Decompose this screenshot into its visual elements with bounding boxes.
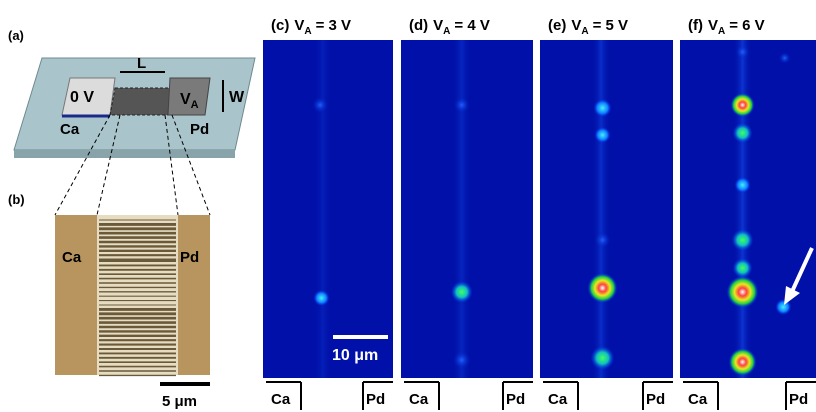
var: V [294, 17, 304, 34]
stripes [99, 219, 176, 377]
emission-spot [775, 299, 792, 315]
metal-label: Ca [62, 249, 82, 266]
panel-label: (a) [8, 28, 24, 43]
electrode-label: Pd [366, 391, 385, 408]
emission-spot [593, 99, 612, 117]
panel-label: (f) [688, 17, 703, 34]
emission-streak [732, 40, 753, 378]
emission-spot [730, 93, 755, 117]
metal-label: Pd [190, 121, 209, 138]
voltage: = 6 V [729, 17, 764, 34]
emission-streak [591, 40, 612, 378]
electrode-label: Pd [646, 391, 665, 408]
electrode-label: Ca [548, 391, 568, 408]
electrode-label: Ca [688, 391, 708, 408]
scale-label: 5 μm [162, 393, 197, 410]
emission-spot [452, 351, 471, 369]
substrate-edge [14, 150, 235, 158]
length-label: L [137, 55, 146, 72]
voltage: = 4 V [454, 17, 489, 34]
panel-label: (b) [8, 192, 25, 207]
emission-streak [312, 40, 333, 378]
electrode-label: Pd [789, 391, 808, 408]
sub: A [443, 26, 450, 37]
electrode-label: Pd [506, 391, 525, 408]
emission-spot [778, 52, 791, 64]
voltage: = 3 V [316, 17, 351, 34]
arrow [788, 247, 814, 297]
emission-spot [731, 229, 754, 251]
emission-spot [732, 123, 753, 143]
panel-title: (f) VA = 6 V [688, 17, 765, 37]
emission-spot [594, 232, 611, 248]
var: V [180, 91, 191, 108]
emission-spot [587, 273, 618, 303]
emission-spot [734, 177, 751, 193]
arrow-head [784, 286, 800, 305]
emission-streak [451, 40, 472, 378]
electrode-label: Ca [409, 391, 429, 408]
emission-spot [726, 276, 759, 308]
voltage-label: 0 V [70, 89, 94, 106]
emission-spot [450, 281, 473, 303]
panel-label: (d) [409, 17, 428, 34]
emission-panels: (c) VA = 3 VCa Pd(d) VA = 4 VCa Pd(e) VA = 5 VCa… [263, 17, 816, 410]
emission-spot [453, 97, 470, 113]
emission-spot [732, 258, 753, 278]
panel-title: (d) VA = 4 V [409, 17, 490, 37]
panel-title: (c) VA = 3 V [271, 17, 351, 37]
panel-label: (e) [548, 17, 566, 34]
metal-label: Ca [60, 121, 80, 138]
sem-image [55, 215, 210, 386]
channel-region [97, 215, 178, 375]
sub: A [304, 26, 311, 37]
var: V [708, 17, 718, 34]
scale-label: 10 μm [332, 347, 378, 364]
emission-spot [312, 97, 329, 113]
sub: A [581, 26, 588, 37]
panel-title: (e) VA = 5 V [548, 17, 628, 37]
emission-spot [313, 290, 330, 306]
panel-label: (c) [271, 17, 289, 34]
var: V [433, 17, 443, 34]
width-label: W [229, 89, 245, 106]
electrode-label: Ca [271, 391, 291, 408]
emission-spot [590, 346, 615, 370]
emission-spot [728, 348, 757, 376]
emission-spot [735, 45, 750, 59]
zoom-lines [54, 114, 211, 216]
var: V [571, 17, 581, 34]
channel [109, 87, 171, 116]
metal-label: Pd [180, 249, 199, 266]
sub: A [718, 26, 725, 37]
emission-spot [594, 127, 611, 143]
voltage-label: VA [180, 91, 199, 111]
voltage: = 5 V [593, 17, 628, 34]
sub: A [191, 99, 199, 111]
pd-electrode [167, 77, 211, 116]
device-schematic [13, 57, 256, 216]
